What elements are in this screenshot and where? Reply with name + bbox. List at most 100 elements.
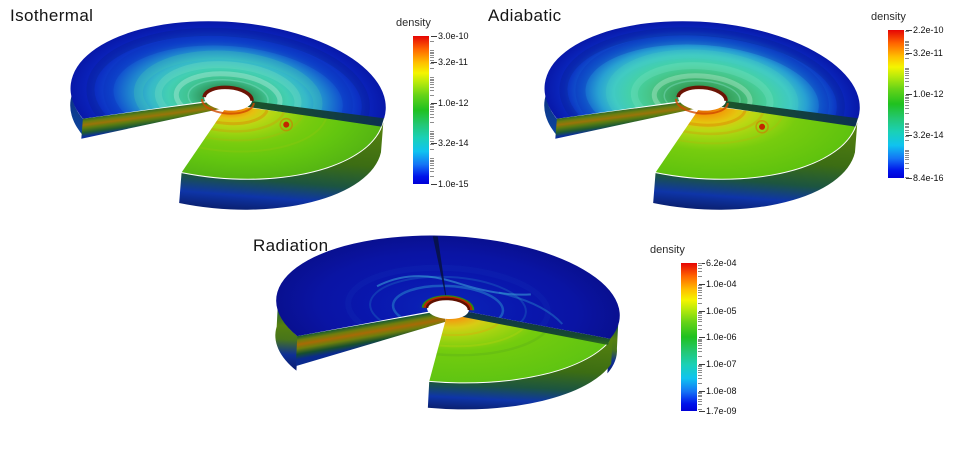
colorbar-minor-tick <box>698 294 702 296</box>
colorbar-tick-label: 1.0e-07 <box>699 358 737 369</box>
colorbar-minor-tick <box>905 69 909 71</box>
colorbar-tick-label: 6.2e-04 <box>699 258 737 268</box>
colorbar-minor-tick <box>698 263 702 265</box>
disk-render-radiation <box>258 232 628 454</box>
colorbar-minor-tick <box>905 85 909 87</box>
colorbar-minor-tick <box>905 108 909 110</box>
colorbar-minor-tick <box>698 341 702 343</box>
colorbar-tick-label: 3.0e-10 <box>431 31 469 41</box>
colorbar-minor-tick <box>905 162 909 164</box>
colorbar-minor-tick <box>698 368 702 370</box>
colorbar-ticks: 3.0e-10 3.2e-11 1.0e-12 3.2e-14 1.0e-15 <box>413 31 469 189</box>
colorbar-minor-tick <box>430 63 434 65</box>
colorbar-tick-label: 2.2e-10 <box>906 25 944 35</box>
colorbar-title: density <box>396 17 431 29</box>
colorbar-tick-label: 3.2e-11 <box>906 47 943 58</box>
colorbar-minor-tick <box>905 42 909 43</box>
colorbar-minor-tick <box>698 343 702 345</box>
colorbar-minor-tick <box>698 345 702 347</box>
colorbar-minor-tick <box>698 371 702 373</box>
colorbar-minor-tick <box>430 121 434 123</box>
colorbar-minor-tick <box>698 329 702 331</box>
colorbar-minor-tick <box>905 135 909 137</box>
colorbar-minor-tick <box>698 409 702 411</box>
colorbar-tick-label: 1.0e-08 <box>699 385 737 396</box>
colorbar-minor-tick <box>698 302 702 304</box>
colorbar-minor-tick <box>905 98 909 100</box>
colorbar-minor-tick <box>698 393 702 395</box>
colorbar-minor-tick <box>905 53 909 55</box>
colorbar-minor-tick <box>430 59 434 61</box>
colorbar-minor-tick <box>430 161 434 163</box>
colorbar-minor-tick <box>698 276 702 278</box>
colorbar-minor-tick <box>905 167 909 169</box>
colorbar-minor-tick <box>430 94 434 96</box>
colorbar-minor-tick <box>698 314 702 316</box>
colorbar-minor-tick <box>905 159 909 161</box>
colorbar-minor-tick <box>430 135 434 137</box>
colorbar-tick-label: 1.7e-09 <box>699 406 737 416</box>
colorbar-minor-tick <box>698 316 702 318</box>
colorbar-minor-tick <box>698 396 702 398</box>
colorbar-gradient <box>681 263 697 411</box>
colorbar-minor-tick <box>698 311 702 313</box>
colorbar-minor-tick <box>905 96 909 98</box>
colorbar-minor-tick <box>430 67 434 69</box>
colorbar-minor-tick <box>698 398 702 400</box>
colorbar-minor-tick <box>698 321 702 323</box>
colorbar-minor-tick <box>430 131 434 133</box>
colorbar-minor-tick <box>905 58 909 60</box>
colorbar-minor-tick <box>698 297 702 299</box>
colorbar-minor-tick <box>905 70 909 72</box>
colorbar-minor-tick <box>905 154 909 156</box>
colorbar-isothermal: density 3.0e-10 3.2e-11 1.0e-12 3.2e-14 1.0e… <box>396 17 469 189</box>
colorbar-minor-tick <box>905 113 909 115</box>
colorbar-minor-tick <box>905 67 909 69</box>
colorbar-minor-tick <box>905 152 909 154</box>
colorbar-minor-tick <box>430 134 434 136</box>
colorbar-adiabatic: density 2.2e-10 3.2e-11 1.0e-12 3.2e-14 8.4e… <box>871 11 944 183</box>
colorbar-minor-tick <box>430 158 434 160</box>
colorbar-minor-tick <box>905 45 909 47</box>
colorbar-tick-label: 3.2e-14 <box>431 138 469 149</box>
colorbar-minor-tick <box>698 394 702 396</box>
colorbar-minor-tick <box>698 286 702 288</box>
colorbar-tick-label: 3.2e-11 <box>431 57 468 68</box>
colorbar-minor-tick <box>430 140 434 142</box>
colorbar-minor-tick <box>698 365 702 367</box>
colorbar-minor-tick <box>905 72 909 74</box>
colorbar-tick-label: 1.0e-04 <box>699 279 737 290</box>
colorbar-tick-label: 1.0e-15 <box>431 179 469 189</box>
panel-title-radiation: Radiation <box>253 236 329 255</box>
colorbar-minor-tick <box>905 140 909 142</box>
colorbar-minor-tick <box>430 81 434 83</box>
colorbar-minor-tick <box>698 374 702 376</box>
colorbar-minor-tick <box>698 339 702 341</box>
colorbar-minor-tick <box>430 159 434 161</box>
colorbar-minor-tick <box>905 149 909 151</box>
colorbar-minor-tick <box>430 175 434 177</box>
colorbar-minor-tick <box>905 129 909 131</box>
colorbar-minor-tick <box>430 57 434 59</box>
colorbar-minor-tick <box>430 113 434 115</box>
colorbar-minor-tick <box>698 285 702 287</box>
panel-title-adiabatic: Adiabatic <box>488 6 562 25</box>
colorbar-minor-tick <box>698 265 702 267</box>
colorbar-minor-tick <box>430 162 434 164</box>
colorbar-minor-tick <box>905 50 909 52</box>
colorbar-tick-label: 1.0e-06 <box>699 332 737 343</box>
colorbar-ticks: 2.2e-10 3.2e-11 1.0e-12 3.2e-14 8.4e-16 <box>888 25 944 183</box>
colorbar-minor-tick <box>698 369 702 371</box>
colorbar-minor-tick <box>905 177 909 179</box>
colorbar-minor-tick <box>905 31 909 33</box>
colorbar-minor-tick <box>698 401 702 403</box>
colorbar-minor-tick <box>430 84 434 86</box>
colorbar-title: density <box>650 244 685 256</box>
colorbar-minor-tick <box>430 78 434 80</box>
colorbar-tick-label: 8.4e-16 <box>906 173 944 183</box>
colorbar-minor-tick <box>698 377 702 379</box>
colorbar-minor-tick <box>698 391 702 393</box>
colorbar-ticks: 6.2e-04 1.0e-04 1.0e-05 1.0e-06 1.0e-07 1.0e-… <box>681 258 737 416</box>
colorbar-minor-tick <box>430 132 434 134</box>
colorbar-minor-tick <box>905 40 909 42</box>
